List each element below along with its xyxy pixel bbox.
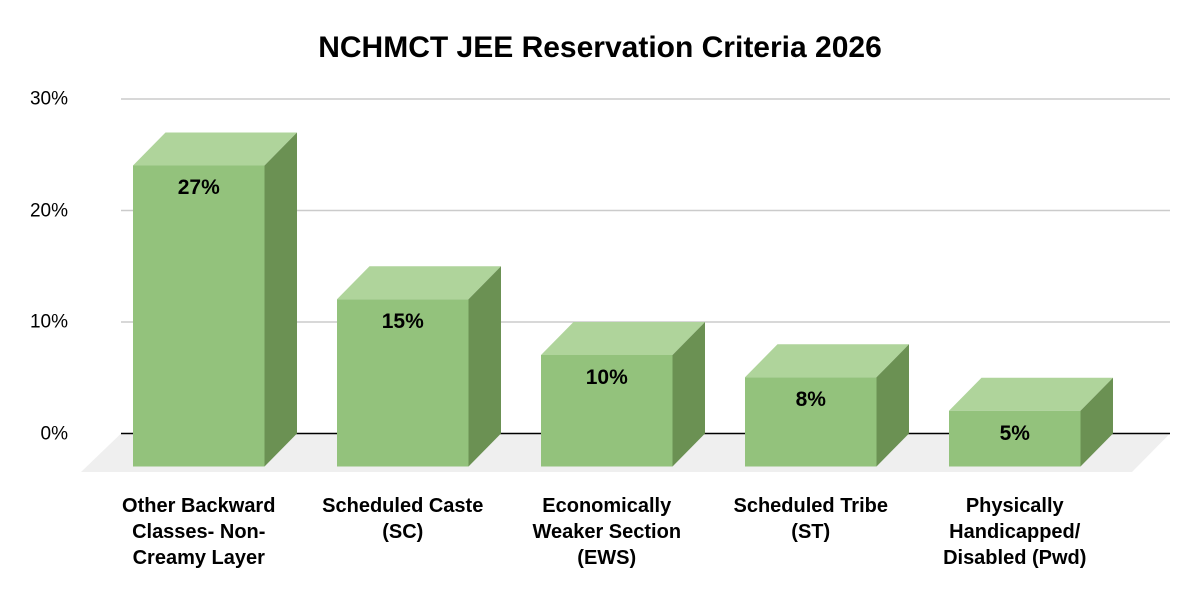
category-label: Economically Weaker Section (EWS) <box>532 495 682 569</box>
bar-1-side-face <box>468 266 501 467</box>
value-label: 15% <box>381 310 424 334</box>
value-label: 5% <box>999 421 1030 445</box>
y-tick-label-10%: 10% <box>29 311 68 333</box>
y-tick-label-0%: 0% <box>40 423 68 444</box>
bar-3-front-face <box>745 377 877 467</box>
y-tick-label-20%: 20% <box>29 200 68 221</box>
bar-3-side-face <box>876 344 909 467</box>
bar-3-top-face <box>745 344 909 378</box>
bar-4-side-face <box>1080 377 1113 467</box>
bar-4-front-face <box>949 410 1081 467</box>
category-label: Other Backward Classes- Non- Creamy Laye… <box>122 495 276 569</box>
value-label: 10% <box>585 366 628 389</box>
y-tick-label-30%: 30% <box>29 88 68 110</box>
bar-1-top-face <box>337 266 501 300</box>
value-label: 8% <box>795 388 826 412</box>
bar-2-top-face <box>541 322 705 355</box>
bar-0-front-face <box>133 165 265 467</box>
bar-2-side-face <box>672 322 705 467</box>
bar-2-front-face <box>541 355 673 467</box>
category-label: Scheduled Caste (SC) <box>322 495 484 543</box>
bar-0-top-face <box>133 132 297 166</box>
category-label: Scheduled Tribe (ST) <box>733 495 888 543</box>
bar-0-side-face <box>264 132 297 467</box>
bar-1-front-face <box>337 299 469 467</box>
value-label: 27% <box>177 176 220 200</box>
chart-title: NCHMCT JEE Reservation Criteria 2026 <box>318 31 882 64</box>
bar-4-top-face <box>949 377 1113 411</box>
category-label: Physically Handicapped/ Disabled (Pwd) <box>943 495 1087 569</box>
